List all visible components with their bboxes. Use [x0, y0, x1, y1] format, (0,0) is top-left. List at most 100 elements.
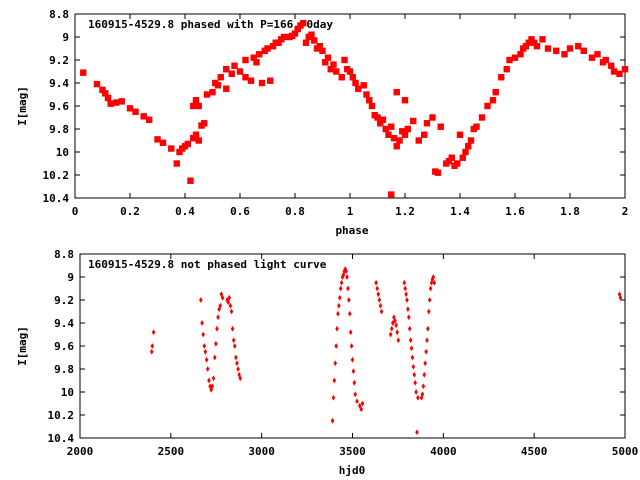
chart2-data-point [149, 348, 154, 355]
chart2-data-point [432, 279, 437, 286]
chart2-x-tick-label: 4500 [521, 445, 548, 458]
chart1-data-point [363, 91, 370, 98]
chart2-data-point [234, 354, 238, 361]
chart1-data-point [338, 74, 345, 81]
chart2-data-point [355, 398, 359, 405]
chart2-y-tick-label: 10.2 [48, 409, 75, 422]
chart1-data-point [492, 89, 499, 96]
chart1-data-point [445, 158, 453, 165]
chart1-y-tick-label: 9.2 [49, 54, 69, 67]
chart1-data-point [346, 68, 354, 75]
chart2-data-point [379, 308, 384, 315]
chart1-data-point [201, 120, 208, 127]
chart1-x-tick-label: 0.2 [120, 205, 140, 218]
chart1-data-point [256, 51, 263, 58]
chart2-x-tick-label: 2000 [67, 445, 94, 458]
chart2-data-point [200, 320, 204, 326]
chart2-data-point [427, 297, 432, 303]
chart1-data-point [539, 36, 546, 43]
chart2-data-point [416, 394, 420, 401]
chart2-data-point [409, 345, 414, 352]
chart1-data-point [517, 51, 524, 58]
chart2-data-point [232, 343, 237, 349]
chart1-data-point [388, 191, 395, 198]
chart2-data-point [214, 340, 218, 347]
chart2-data-point [388, 331, 393, 338]
chart2-data-point [210, 383, 215, 390]
chart2-y-tick-label: 10.4 [48, 432, 75, 445]
chart2-data-point [412, 371, 417, 378]
chart1-data-point [401, 97, 409, 104]
chart1-data-point [99, 86, 106, 94]
chart2-data-point [337, 294, 342, 301]
chart1-y-tick-label: 9.4 [49, 77, 69, 90]
chart2-data-point [420, 391, 425, 398]
chart1-data-point [126, 105, 134, 112]
chart1-data-point [423, 120, 431, 127]
chart1-data-point [478, 114, 486, 121]
chart2-data-point [218, 302, 223, 309]
chart2-data-point [347, 297, 351, 303]
chart1-data-point [382, 125, 389, 133]
chart1-data-point [421, 131, 428, 138]
chart1-data-point [473, 123, 480, 130]
chart1-data-point [602, 56, 609, 64]
chart1-data-point [190, 102, 197, 110]
chart2-x-tick-label: 3500 [339, 445, 366, 458]
chart1-data-point [429, 114, 436, 121]
chart1-data-point [368, 102, 376, 110]
chart1-data-point [195, 102, 202, 110]
chart2-data-point [346, 285, 350, 292]
chart2-data-point [338, 285, 343, 292]
chart2-data-point [337, 302, 341, 309]
chart1-data-point [437, 123, 444, 130]
chart2-data-point [204, 356, 209, 363]
chart1-data-point [566, 45, 574, 52]
chart1-x-tick-label: 0.4 [175, 205, 195, 218]
chart2-data-point [403, 285, 407, 292]
chart1-data-point [308, 31, 315, 38]
chart1-data-point [608, 62, 615, 69]
chart1-data-point [467, 137, 475, 144]
chart2-data-point [391, 320, 395, 326]
chart2-data-point [351, 368, 356, 375]
chart2-data-point [231, 337, 236, 344]
chart2-data-point [207, 377, 211, 384]
chart1-data-point [366, 97, 373, 104]
chart1-x-tick-label: 0.6 [230, 205, 250, 218]
chart1-data-point [388, 123, 395, 130]
chart1-data-point [242, 74, 249, 81]
chart1-data-point [415, 137, 422, 144]
chart1-title: 160915-4529.8 phased with P=166.70day [88, 18, 333, 31]
chart2-data-point [236, 366, 240, 372]
chart1-data-point [385, 131, 392, 138]
chart1-data-point [102, 90, 109, 97]
chart2-data-point [348, 329, 353, 336]
chart2-data-point [211, 375, 216, 382]
chart2-data-point [394, 322, 398, 329]
chart1-x-tick-label: 0 [72, 205, 79, 218]
chart1-data-point [525, 39, 532, 46]
chart1-data-point [253, 59, 260, 66]
chart2-data-point [430, 276, 435, 283]
chart1-data-point [333, 68, 340, 75]
chart1-data-point [588, 54, 596, 61]
chart1-data-point [399, 128, 406, 135]
chart1-data-point [159, 139, 167, 146]
chart1-data-point [173, 160, 180, 167]
chart1-data-point [448, 154, 455, 161]
chart1-data-point [311, 37, 318, 44]
chart1-data-point [484, 102, 491, 110]
chart1-data-point [531, 39, 538, 46]
chart2-data-point [225, 297, 229, 303]
chart2-x-tick-label: 4000 [430, 445, 457, 458]
chart2-data-point [406, 306, 410, 313]
chart1-data-point [168, 145, 175, 152]
chart1-data-point [316, 43, 323, 50]
chart1-data-point [553, 47, 560, 54]
chart2-data-point [389, 325, 394, 332]
chart2-data-point [201, 331, 205, 338]
chart2-y-tick-label: 9 [67, 271, 74, 284]
chart1-data-point [269, 43, 277, 50]
